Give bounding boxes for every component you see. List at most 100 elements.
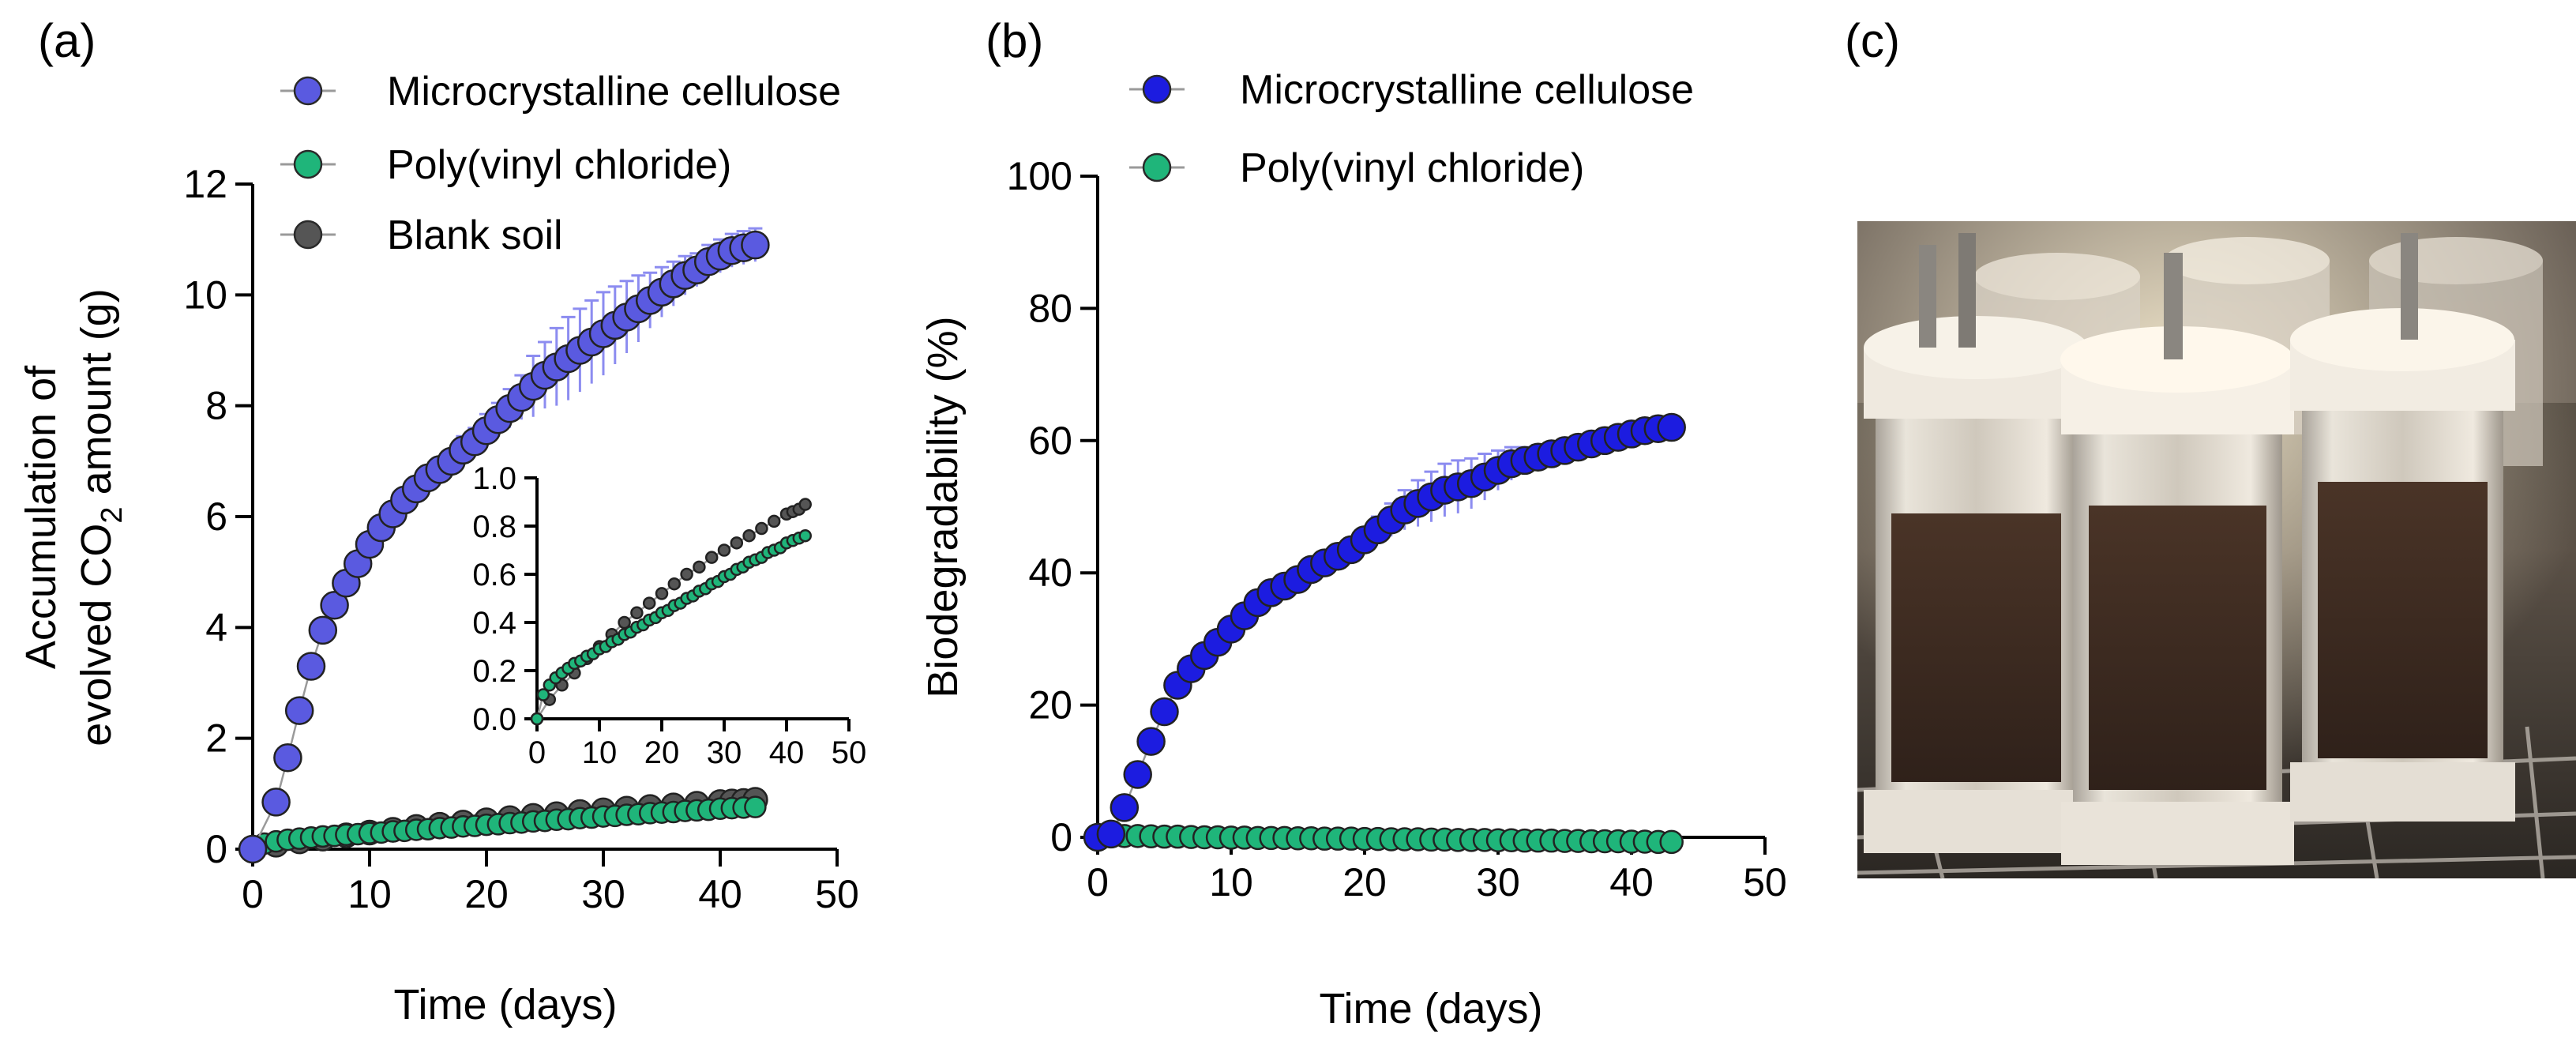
inset-chart-a: 0.0 0.2 0.4 0.6 0.8 1.0 0 10 20 30 40 50 (472, 461, 866, 770)
data-point (273, 743, 302, 773)
data-point (755, 521, 768, 536)
data-point (1110, 793, 1140, 822)
x-tick-label: 30 (1476, 860, 1520, 904)
data-point (680, 567, 693, 581)
y-ticks-a: 0 2 4 6 8 10 12 (183, 162, 253, 871)
data-point (1123, 760, 1152, 789)
x-ticks-a: 0 10 20 30 40 50 (242, 849, 859, 916)
data-point (1150, 697, 1179, 727)
y-ticks-b: 0 20 40 60 80 100 (1007, 154, 1098, 859)
data-point (296, 652, 326, 681)
y-axis-title-a-line1: Accumulation of (17, 365, 65, 669)
legend-b: Microcrystalline cellulose Poly(vinyl ch… (1129, 67, 1694, 191)
y-tick-label: 0.2 (472, 654, 516, 689)
data-point (717, 543, 731, 557)
reactor-column-right (2290, 233, 2515, 822)
photo-soil-reactor-columns (1857, 221, 2576, 879)
data-point (704, 551, 719, 564)
data-point (730, 536, 744, 550)
y-tick-label: 1.0 (472, 461, 516, 496)
inset-x-ticks: 0 10 20 30 40 50 (528, 719, 866, 770)
x-tick-label: 0 (1087, 860, 1109, 904)
y-tick-label: 12 (183, 162, 227, 206)
y-tick-label: 0 (1050, 815, 1072, 859)
x-tick-label: 20 (644, 735, 680, 770)
reactor-column-center (2060, 253, 2294, 865)
series-line (535, 535, 806, 720)
chart-panel-a: 0 2 4 6 8 10 12 0 10 20 30 40 50 Accumulation of ev… (17, 69, 866, 1028)
svg-text:Microcrystalline cellulose: Microcrystalline cellulose (387, 69, 841, 115)
x-ticks-b: 0 10 20 30 40 50 (1087, 837, 1787, 904)
legend-item-a-pvc: Poly(vinyl chloride) (280, 142, 731, 188)
data-point (1659, 829, 1684, 855)
data-point (798, 498, 812, 511)
y-axis-title-b: Biodegradability (%) (919, 316, 967, 697)
y-tick-label: 6 (205, 494, 227, 539)
y-tick-label: 2 (205, 716, 227, 761)
x-tick-label: 10 (347, 872, 392, 916)
data-point (630, 606, 644, 620)
y-tick-label: 0.4 (472, 606, 516, 641)
series-b (1083, 412, 1686, 855)
data-point (742, 528, 756, 543)
data-point (308, 615, 338, 645)
x-tick-label: 40 (698, 872, 742, 916)
data-point (798, 528, 812, 543)
series-line (251, 243, 756, 850)
data-point (238, 834, 268, 864)
data-point (1096, 819, 1126, 849)
chart-panel-b: 0 20 40 60 80 100 0 10 20 30 40 50 Biodegradabilit… (919, 67, 1787, 1032)
y-tick-label: 0 (205, 827, 227, 871)
y-tick-label: 0.8 (472, 509, 516, 544)
series-line (1097, 426, 1672, 839)
y-tick-label: 4 (205, 605, 227, 649)
y-tick-label: 100 (1007, 154, 1072, 198)
y-tick-label: 10 (183, 273, 227, 317)
y-tick-label: 80 (1028, 286, 1072, 330)
svg-text:Blank soil: Blank soil (387, 212, 563, 258)
x-axis-title-a: Time (days) (393, 981, 617, 1028)
svg-text:Microcrystalline cellulose: Microcrystalline cellulose (1240, 67, 1694, 113)
data-point (261, 788, 291, 817)
data-point (741, 230, 770, 260)
inset-series (530, 498, 812, 726)
x-tick-label: 30 (707, 735, 742, 770)
x-tick-label: 20 (1342, 860, 1387, 904)
y-axis-title-a: Accumulation of evolved CO2 amount (g) (17, 288, 129, 746)
y-tick-label: 60 (1028, 419, 1072, 463)
y-tick-label: 0.6 (472, 558, 516, 592)
svg-text:Poly(vinyl chloride): Poly(vinyl chloride) (1240, 145, 1584, 191)
panel-label-b: (b) (986, 14, 1043, 67)
x-tick-label: 50 (832, 735, 867, 770)
y-tick-label: 0.0 (472, 702, 516, 737)
panel-label-a: (a) (38, 14, 96, 67)
legend-item-b-cellulose: Microcrystalline cellulose (1129, 67, 1694, 113)
x-tick-label: 0 (242, 872, 264, 916)
x-tick-label: 10 (582, 735, 618, 770)
x-tick-label: 0 (528, 735, 546, 770)
x-tick-label: 40 (1609, 860, 1654, 904)
data-point (284, 696, 314, 725)
legend-a: Microcrystalline cellulose Poly(vinyl ch… (280, 69, 841, 258)
x-axis-title-b: Time (days) (1319, 985, 1542, 1032)
data-point (744, 795, 767, 818)
svg-text:Poly(vinyl chloride): Poly(vinyl chloride) (387, 142, 731, 188)
panel-label-c: (c) (1845, 14, 1900, 67)
data-point (1136, 727, 1166, 756)
legend-item-b-pvc: Poly(vinyl chloride) (1129, 145, 1584, 191)
series-a (238, 227, 770, 864)
x-tick-label: 50 (1743, 860, 1787, 904)
data-point (320, 591, 349, 620)
data-point (642, 596, 656, 610)
x-tick-label: 40 (769, 735, 805, 770)
data-point (767, 514, 781, 528)
reactor-column-left (1864, 233, 2089, 853)
legend-item-a-blank: Blank soil (280, 212, 563, 258)
data-point (1657, 412, 1686, 442)
y-tick-label: 8 (205, 384, 227, 428)
x-tick-label: 20 (464, 872, 509, 916)
data-point (655, 587, 669, 600)
x-tick-label: 10 (1209, 860, 1253, 904)
y-axis-title-a-line2: evolved CO2 amount (g) (73, 288, 129, 746)
x-tick-label: 30 (581, 872, 625, 916)
